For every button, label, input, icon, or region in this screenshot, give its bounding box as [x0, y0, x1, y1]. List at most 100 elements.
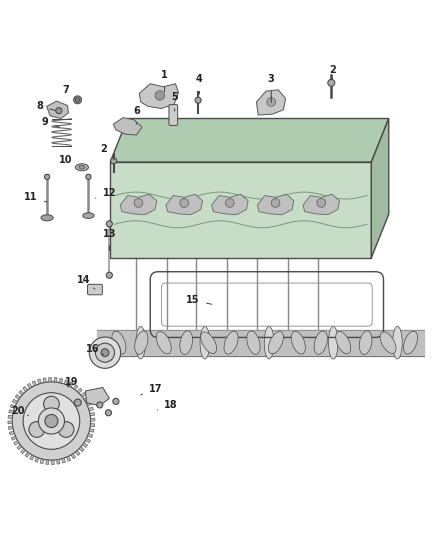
- Circle shape: [56, 108, 62, 114]
- Ellipse shape: [41, 215, 53, 221]
- Circle shape: [75, 98, 80, 102]
- Text: 3: 3: [268, 75, 275, 103]
- Polygon shape: [19, 390, 24, 395]
- Text: 5: 5: [171, 92, 178, 111]
- Polygon shape: [54, 377, 57, 382]
- Polygon shape: [110, 118, 389, 162]
- Circle shape: [180, 199, 188, 207]
- Text: 10: 10: [59, 155, 79, 166]
- Polygon shape: [139, 84, 179, 109]
- Circle shape: [317, 199, 325, 207]
- Polygon shape: [57, 459, 60, 464]
- Polygon shape: [82, 443, 88, 448]
- Polygon shape: [8, 426, 13, 430]
- Text: 15: 15: [186, 295, 212, 305]
- Ellipse shape: [75, 164, 88, 171]
- Text: 20: 20: [11, 406, 28, 416]
- Polygon shape: [17, 445, 22, 450]
- Circle shape: [113, 398, 119, 405]
- FancyBboxPatch shape: [169, 104, 178, 125]
- Ellipse shape: [314, 331, 328, 354]
- Polygon shape: [120, 194, 157, 215]
- Polygon shape: [303, 194, 339, 215]
- Polygon shape: [371, 118, 389, 258]
- Circle shape: [86, 174, 91, 180]
- Polygon shape: [81, 392, 86, 397]
- Polygon shape: [73, 385, 78, 390]
- Polygon shape: [21, 449, 25, 454]
- Text: 17: 17: [141, 384, 162, 395]
- Circle shape: [155, 91, 165, 100]
- Polygon shape: [77, 388, 82, 393]
- Ellipse shape: [180, 331, 193, 354]
- Text: 2: 2: [329, 65, 336, 79]
- Circle shape: [89, 337, 120, 368]
- Circle shape: [23, 393, 80, 449]
- Polygon shape: [87, 402, 92, 406]
- Polygon shape: [12, 399, 18, 403]
- Ellipse shape: [134, 331, 148, 354]
- Polygon shape: [69, 382, 73, 387]
- Circle shape: [111, 158, 117, 164]
- Polygon shape: [85, 387, 110, 406]
- Text: 6: 6: [133, 106, 140, 124]
- Circle shape: [267, 98, 276, 107]
- Polygon shape: [84, 397, 89, 401]
- Polygon shape: [35, 457, 39, 462]
- Circle shape: [97, 402, 103, 408]
- Circle shape: [74, 96, 81, 104]
- Text: 16: 16: [86, 344, 103, 354]
- Text: 9: 9: [42, 117, 60, 127]
- Polygon shape: [8, 415, 13, 418]
- Ellipse shape: [380, 332, 396, 353]
- Circle shape: [226, 199, 234, 207]
- Circle shape: [45, 174, 49, 180]
- Text: 12: 12: [95, 188, 116, 198]
- Ellipse shape: [392, 326, 402, 359]
- Polygon shape: [110, 162, 371, 258]
- Ellipse shape: [200, 326, 210, 359]
- Polygon shape: [256, 90, 286, 115]
- Circle shape: [29, 422, 45, 437]
- Ellipse shape: [403, 331, 417, 354]
- Polygon shape: [27, 383, 32, 389]
- Polygon shape: [15, 394, 20, 399]
- Polygon shape: [90, 424, 95, 427]
- Ellipse shape: [359, 331, 372, 354]
- Circle shape: [106, 410, 112, 416]
- Polygon shape: [23, 386, 28, 392]
- Text: 19: 19: [65, 377, 79, 387]
- Circle shape: [106, 272, 113, 278]
- Circle shape: [45, 415, 58, 427]
- Ellipse shape: [328, 326, 338, 359]
- Text: 7: 7: [63, 85, 75, 99]
- Polygon shape: [8, 421, 12, 424]
- Polygon shape: [212, 194, 248, 215]
- Polygon shape: [51, 460, 54, 465]
- Ellipse shape: [268, 332, 283, 354]
- Text: 1: 1: [161, 70, 168, 92]
- Polygon shape: [32, 381, 36, 386]
- Polygon shape: [88, 407, 93, 411]
- Circle shape: [101, 349, 109, 357]
- Polygon shape: [9, 431, 14, 435]
- Ellipse shape: [336, 332, 351, 354]
- Polygon shape: [166, 194, 202, 215]
- Ellipse shape: [112, 331, 126, 354]
- Polygon shape: [14, 441, 19, 445]
- Polygon shape: [90, 413, 95, 416]
- Text: 18: 18: [157, 400, 178, 410]
- Circle shape: [134, 199, 143, 207]
- Ellipse shape: [136, 326, 145, 359]
- Circle shape: [58, 422, 74, 437]
- Ellipse shape: [201, 332, 217, 353]
- Circle shape: [271, 199, 280, 207]
- Ellipse shape: [79, 166, 85, 169]
- Polygon shape: [59, 378, 63, 383]
- Circle shape: [106, 221, 113, 227]
- Polygon shape: [79, 447, 84, 452]
- Polygon shape: [38, 379, 41, 384]
- Polygon shape: [47, 101, 68, 118]
- Text: 13: 13: [102, 229, 116, 251]
- Polygon shape: [64, 380, 68, 385]
